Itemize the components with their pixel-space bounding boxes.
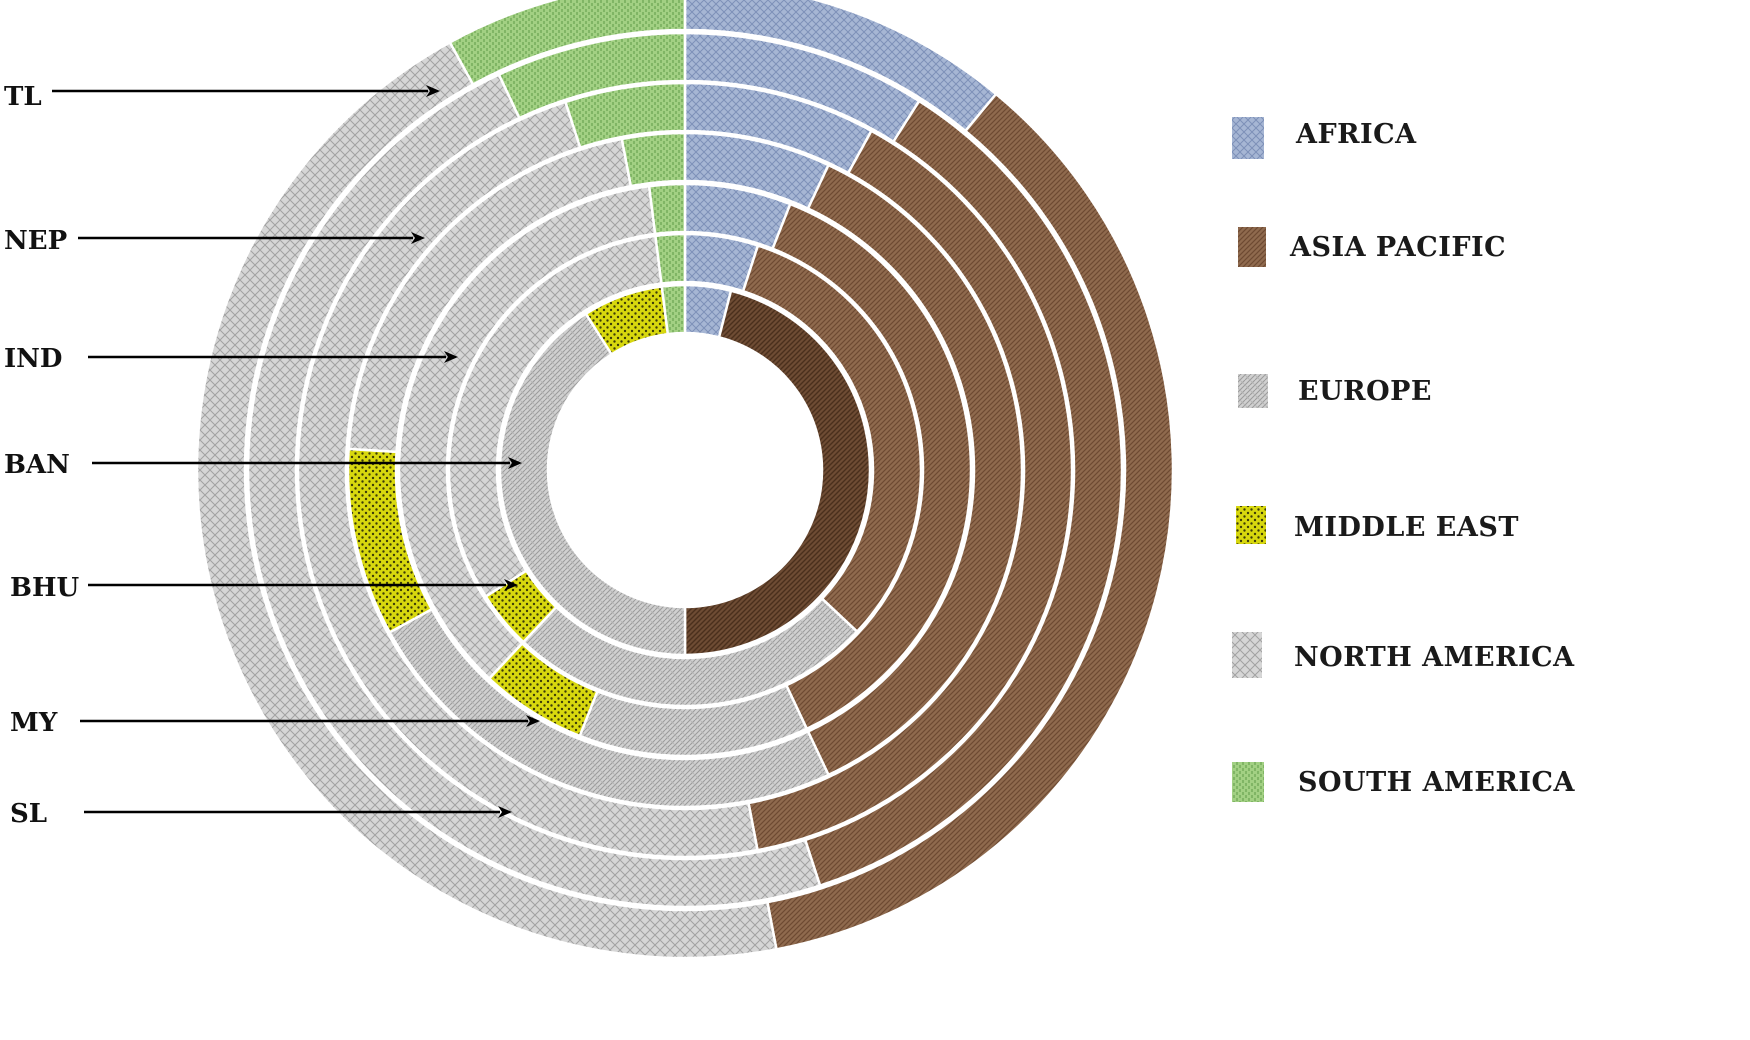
legend-item-north-america: NORTH AMERICA bbox=[1232, 632, 1575, 678]
arrow-head-ind bbox=[444, 351, 458, 363]
segment-nep-south-america bbox=[497, 31, 687, 120]
segment-sl-south-america bbox=[660, 283, 687, 336]
ring-label-sl: SL bbox=[10, 799, 47, 829]
segment-sl-asia-pacific bbox=[683, 289, 872, 657]
legend-label-middle-east: MIDDLE EAST bbox=[1294, 512, 1519, 543]
arrow-head-bhu bbox=[504, 579, 518, 591]
arrow-head-tl bbox=[426, 85, 440, 97]
ring-label-ind: IND bbox=[4, 344, 62, 374]
segment-ind-north-america bbox=[296, 100, 759, 859]
ring-label-bhu: BHU bbox=[10, 573, 80, 603]
segment-sl-europe bbox=[498, 312, 687, 657]
legend-swatch-south-america bbox=[1232, 762, 1264, 802]
ring-label-tl: TL bbox=[4, 82, 42, 112]
segment-ban-south-america bbox=[620, 131, 687, 188]
arrow-head-ban bbox=[508, 457, 522, 469]
legend-label-north-america: NORTH AMERICA bbox=[1294, 642, 1575, 673]
arrow-head-sl bbox=[498, 806, 512, 818]
legend-swatch-europe bbox=[1238, 374, 1268, 408]
ring-label-nep: NEP bbox=[4, 226, 67, 256]
legend-item-europe: EUROPE bbox=[1238, 374, 1432, 408]
legend-label-south-america: SOUTH AMERICA bbox=[1298, 767, 1576, 798]
legend-swatch-africa bbox=[1232, 117, 1264, 159]
ring-label-ban: BAN bbox=[4, 450, 70, 480]
legend-swatch-middle-east bbox=[1236, 506, 1266, 544]
legend-swatch-asia-pacific bbox=[1238, 227, 1266, 267]
ring-label-my: MY bbox=[10, 708, 58, 738]
legend-label-europe: EUROPE bbox=[1298, 376, 1432, 407]
segment-nep-north-america bbox=[246, 72, 822, 909]
legend-label-asia-pacific: ASIA PACIFIC bbox=[1289, 232, 1506, 263]
segment-ind-south-america bbox=[563, 81, 687, 150]
arrow-head-nep bbox=[411, 232, 425, 244]
legend-item-south-america: SOUTH AMERICA bbox=[1232, 762, 1576, 802]
legend-item-asia-pacific: ASIA PACIFIC bbox=[1238, 227, 1506, 267]
arrow-head-my bbox=[526, 715, 540, 727]
segment-bhu-south-america bbox=[647, 182, 687, 236]
legend-swatch-north-america bbox=[1232, 632, 1262, 678]
legend-item-middle-east: MIDDLE EAST bbox=[1236, 506, 1519, 544]
legend-item-africa: AFRICA bbox=[1232, 117, 1417, 159]
segment-my-south-america bbox=[654, 232, 687, 285]
legend-label-africa: AFRICA bbox=[1295, 119, 1417, 150]
segment-tl-south-america bbox=[448, 0, 687, 87]
